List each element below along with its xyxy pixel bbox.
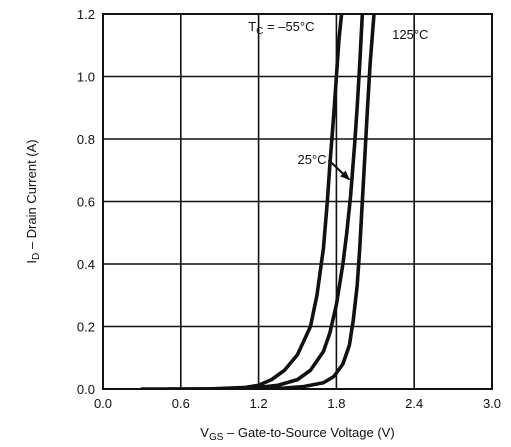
series-line-2 (191, 14, 376, 389)
series-label-1: 25°C (298, 152, 327, 167)
y-tick-label: 1.0 (77, 70, 95, 85)
y-axis-title: ID – Drain Current (A) (24, 139, 42, 263)
x-tick-label: 2.4 (405, 396, 423, 411)
y-tick-label: 0.8 (77, 132, 95, 147)
y-tick-label: 0.4 (77, 257, 95, 272)
series-line-1 (166, 14, 365, 389)
y-tick-label: 0.6 (77, 195, 95, 210)
x-tick-label: 0.0 (94, 396, 112, 411)
y-tick-labels: 0.0 0.2 0.4 0.6 0.8 1.0 1.2 (77, 7, 95, 397)
y-tick-label: 1.2 (77, 7, 95, 22)
series-label-2: 125°C (392, 27, 428, 42)
series-group (140, 14, 376, 389)
annotations: TC = –55°C 25°C 125°C (248, 19, 428, 181)
x-tick-label: 3.0 (483, 396, 501, 411)
x-axis-title-sub: GS (209, 432, 224, 443)
x-axis-title: VGS – Gate-to-Source Voltage (V) (200, 425, 394, 443)
x-tick-labels: 0.0 0.6 1.2 1.8 2.4 3.0 (94, 396, 501, 411)
x-tick-label: 1.8 (327, 396, 345, 411)
x-tick-label: 0.6 (172, 396, 190, 411)
plot-frame (102, 13, 493, 390)
x-tick-label: 1.2 (250, 396, 268, 411)
y-axis-title-sub: D (31, 253, 42, 260)
y-tick-label: 0.0 (77, 382, 95, 397)
x-axis-title-rest: – Gate-to-Source Voltage (V) (223, 425, 394, 440)
series-label-0: TC = –55°C (248, 19, 314, 37)
y-tick-label: 0.2 (77, 320, 95, 335)
y-axis-title-main: I (24, 260, 39, 264)
y-axis-title-rest: – Drain Current (A) (24, 139, 39, 252)
x-axis-title-main: V (200, 425, 209, 440)
annotation-arrow (327, 159, 351, 181)
